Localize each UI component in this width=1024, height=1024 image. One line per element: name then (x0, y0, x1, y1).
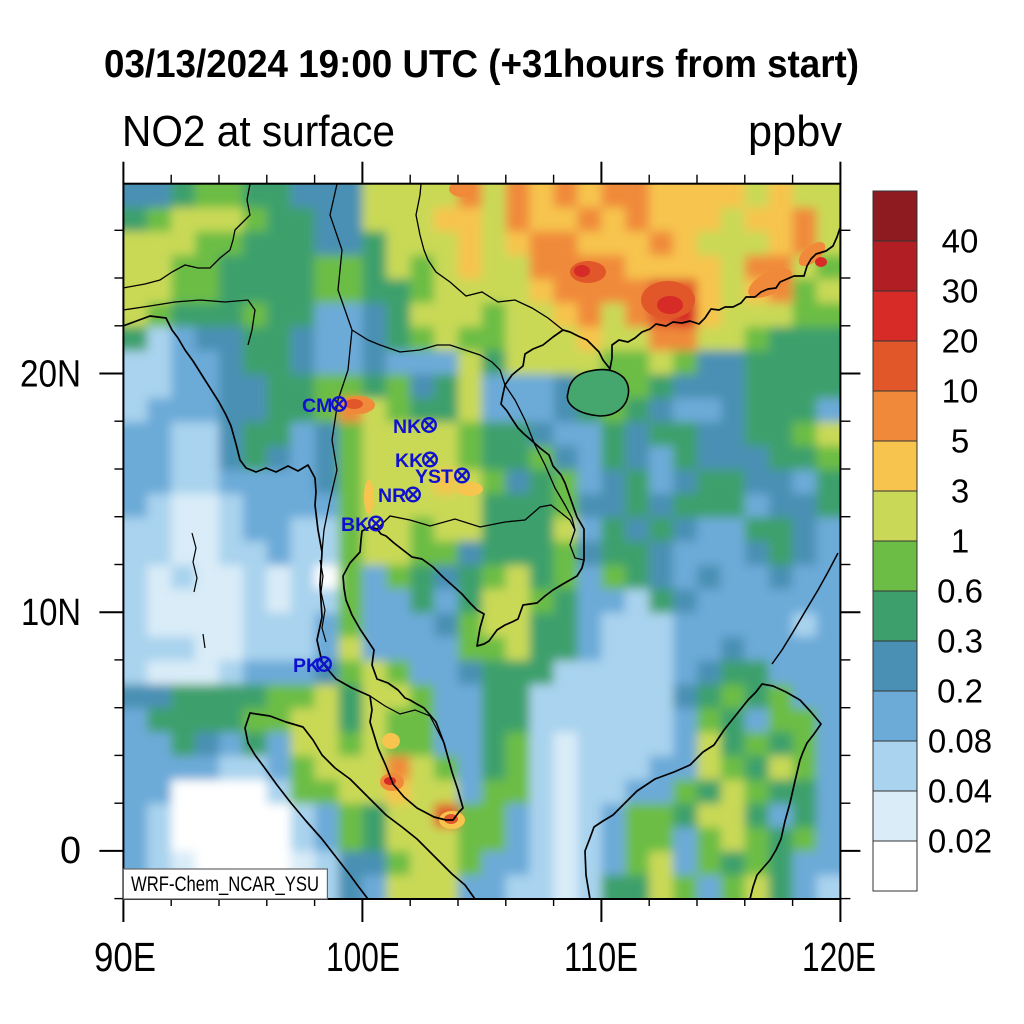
svg-text:KK: KK (395, 450, 423, 472)
svg-text:20N: 20N (20, 354, 81, 396)
svg-text:0.6: 0.6 (937, 573, 983, 610)
svg-text:120E: 120E (802, 934, 876, 980)
svg-text:YST: YST (415, 466, 453, 488)
svg-text:NK: NK (393, 416, 421, 438)
svg-text:30: 30 (942, 273, 979, 310)
svg-text:0.02: 0.02 (928, 823, 992, 860)
svg-text:PK: PK (293, 655, 320, 677)
svg-text:1: 1 (951, 523, 969, 560)
svg-text:WRF-Chem_NCAR_YSU: WRF-Chem_NCAR_YSU (131, 873, 319, 896)
svg-text:0.04: 0.04 (928, 773, 992, 810)
svg-text:10: 10 (942, 373, 979, 410)
svg-text:40: 40 (942, 223, 979, 260)
svg-text:ppbv: ppbv (748, 107, 842, 156)
svg-text:20: 20 (942, 323, 979, 360)
svg-text:0.08: 0.08 (928, 723, 992, 760)
svg-text:100E: 100E (326, 934, 400, 980)
svg-text:90E: 90E (94, 934, 156, 980)
svg-text:NO2 at surface: NO2 at surface (122, 107, 395, 156)
svg-text:5: 5 (951, 423, 969, 460)
svg-text:0.3: 0.3 (937, 623, 983, 660)
svg-text:03/13/2024 19:00 UTC (+31hours: 03/13/2024 19:00 UTC (+31hours from star… (104, 43, 859, 86)
svg-text:CM: CM (302, 395, 332, 417)
svg-text:NR: NR (378, 485, 406, 507)
svg-text:110E: 110E (564, 934, 638, 980)
svg-text:0.2: 0.2 (937, 673, 983, 710)
svg-text:0: 0 (60, 830, 81, 872)
svg-text:3: 3 (951, 473, 969, 510)
svg-text:10N: 10N (21, 592, 81, 634)
svg-text:BK: BK (341, 514, 369, 536)
